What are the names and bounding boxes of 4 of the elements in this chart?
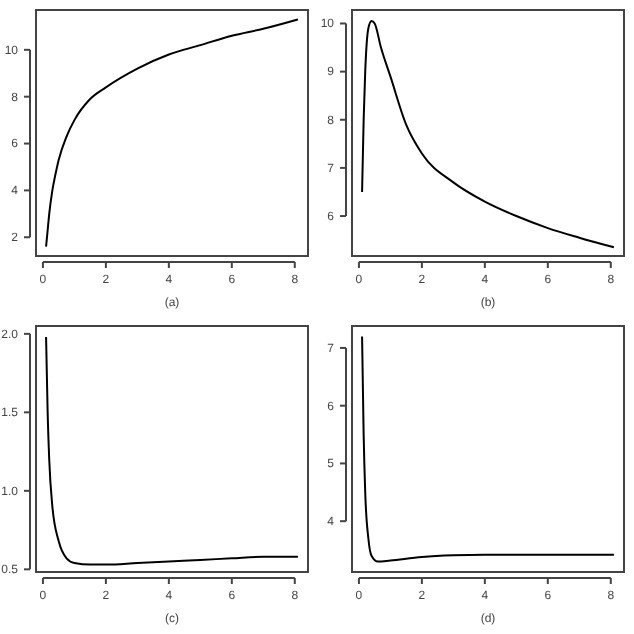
line-series xyxy=(45,18,299,248)
line-series xyxy=(361,20,615,249)
line-series xyxy=(361,335,615,563)
line-series xyxy=(45,335,299,566)
